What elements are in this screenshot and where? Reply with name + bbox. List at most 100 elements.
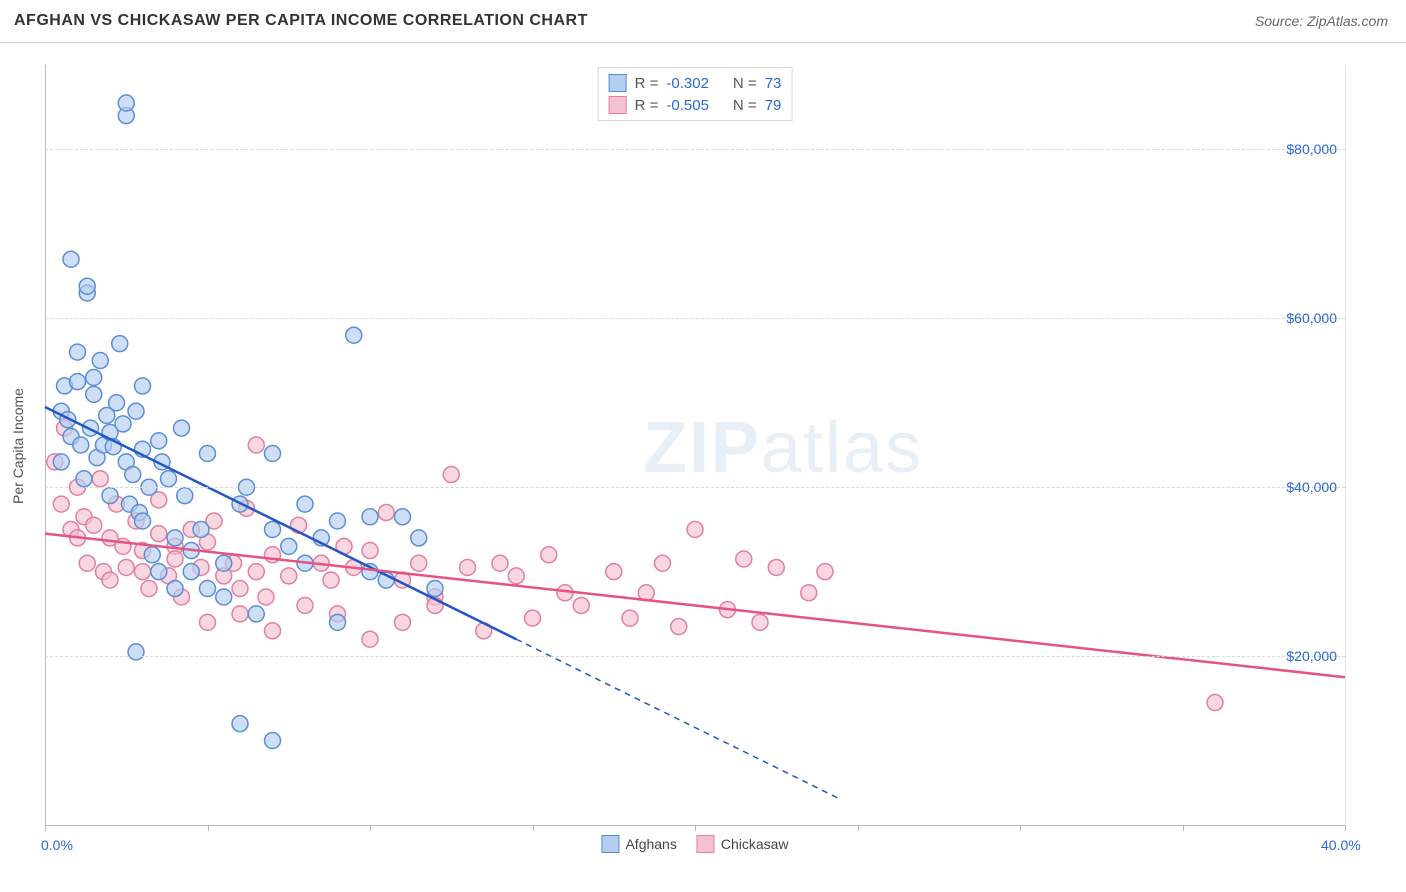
legend-item-afghans: Afghans [601,835,676,853]
scatter-point-afghans [135,378,151,394]
x-tick-label: 40.0% [1321,837,1361,853]
scatter-point-chickasaw [86,517,102,533]
scatter-point-chickasaw [768,559,784,575]
gridline [45,656,1345,657]
scatter-point-chickasaw [248,437,264,453]
scatter-point-chickasaw [606,564,622,580]
chart-header: AFGHAN VS CHICKASAW PER CAPITA INCOME CO… [0,0,1406,43]
scatter-point-afghans [92,353,108,369]
gridline [45,487,1345,488]
gridline [45,149,1345,150]
scatter-point-chickasaw [573,597,589,613]
scatter-point-chickasaw [687,521,703,537]
scatter-point-afghans [248,606,264,622]
scatter-point-chickasaw [92,471,108,487]
scatter-point-afghans [346,327,362,343]
scatter-point-afghans [193,521,209,537]
scatter-point-afghans [53,454,69,470]
scatter-point-chickasaw [265,623,281,639]
scatter-point-chickasaw [622,610,638,626]
scatter-point-afghans [161,471,177,487]
scatter-point-afghans [79,278,95,294]
scatter-point-afghans [174,420,190,436]
scatter-point-chickasaw [1207,695,1223,711]
scatter-point-afghans [109,395,125,411]
scatter-point-chickasaw [79,555,95,571]
scatter-point-afghans [167,581,183,597]
scatter-point-chickasaw [151,526,167,542]
scatter-point-afghans [265,445,281,461]
scatter-point-chickasaw [411,555,427,571]
x-tick [45,825,46,831]
scatter-point-afghans [265,733,281,749]
x-tick [1345,825,1346,831]
scatter-point-afghans [115,416,131,432]
legend-label: Chickasaw [721,836,789,852]
scatter-point-afghans [216,555,232,571]
scatter-point-afghans [112,336,128,352]
x-tick-label: 0.0% [41,837,73,853]
legend-item-chickasaw: Chickasaw [697,835,789,853]
scatter-point-chickasaw [200,614,216,630]
scatter-point-afghans [86,369,102,385]
scatter-point-chickasaw [492,555,508,571]
scatter-point-chickasaw [141,581,157,597]
scatter-point-chickasaw [232,606,248,622]
scatter-point-afghans [265,521,281,537]
legend-label: Afghans [625,836,676,852]
gridline [45,318,1345,319]
scatter-point-chickasaw [801,585,817,601]
scatter-point-afghans [86,386,102,402]
scatter-point-chickasaw [736,551,752,567]
scatter-point-afghans [128,644,144,660]
scatter-point-afghans [297,496,313,512]
scatter-point-afghans [281,538,297,554]
scatter-point-chickasaw [118,559,134,575]
scatter-point-chickasaw [258,589,274,605]
scatter-point-chickasaw [248,564,264,580]
scatter-point-chickasaw [752,614,768,630]
x-tick [1183,825,1184,831]
scatter-point-afghans [76,471,92,487]
scatter-point-afghans [63,251,79,267]
scatter-point-chickasaw [395,614,411,630]
scatter-point-chickasaw [53,496,69,512]
scatter-point-afghans [330,513,346,529]
scatter-point-afghans [73,437,89,453]
scatter-point-afghans [70,374,86,390]
scatter-point-chickasaw [443,467,459,483]
scatter-point-afghans [395,509,411,525]
scatter-point-afghans [144,547,160,563]
scatter-point-chickasaw [541,547,557,563]
y-tick-label: $20,000 [1286,648,1337,664]
scatter-point-afghans [183,564,199,580]
plot-area: ZIPatlas R = -0.302 N = 73 R = -0.505 N … [45,65,1346,826]
trend-line-afghans [45,407,516,639]
chart-title: AFGHAN VS CHICKASAW PER CAPITA INCOME CO… [14,12,588,30]
scatter-point-chickasaw [135,564,151,580]
y-tick-label: $60,000 [1286,310,1337,326]
scatter-point-afghans [216,589,232,605]
scatter-point-afghans [167,530,183,546]
scatter-point-chickasaw [362,631,378,647]
scatter-point-afghans [135,513,151,529]
scatter-point-afghans [411,530,427,546]
x-tick [695,825,696,831]
scatter-point-afghans [330,614,346,630]
scatter-point-chickasaw [508,568,524,584]
scatter-point-chickasaw [817,564,833,580]
scatter-point-chickasaw [525,610,541,626]
trend-extrapolate-afghans [516,639,841,799]
scatter-point-afghans [128,403,144,419]
plot-svg [45,65,1345,825]
scatter-point-chickasaw [281,568,297,584]
x-tick [370,825,371,831]
y-tick-label: $40,000 [1286,479,1337,495]
scatter-point-afghans [70,344,86,360]
scatter-point-afghans [362,509,378,525]
legend-swatch-afghans [601,835,619,853]
scatter-point-afghans [125,467,141,483]
scatter-point-chickasaw [167,551,183,567]
scatter-point-afghans [232,716,248,732]
scatter-point-afghans [151,433,167,449]
